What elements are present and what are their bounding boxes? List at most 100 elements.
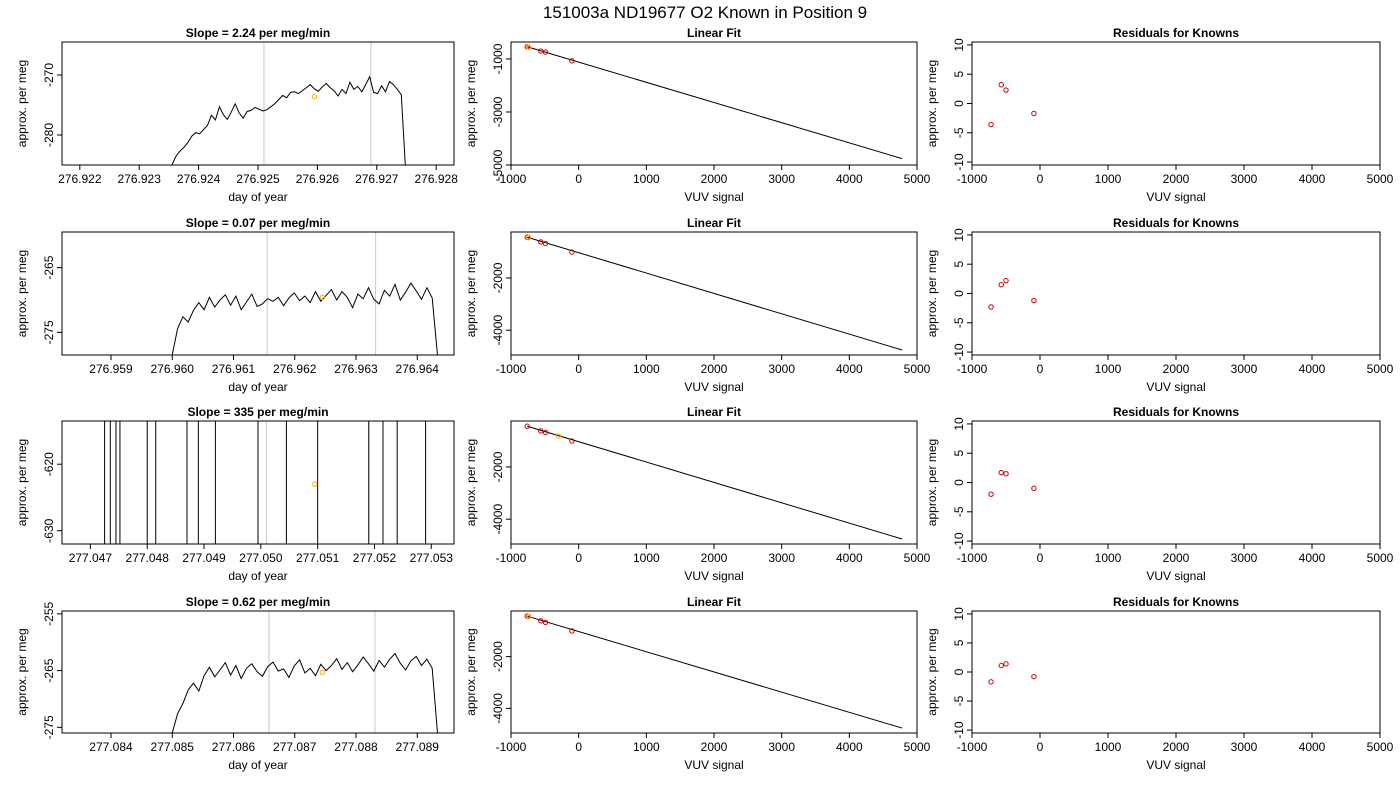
- x-tick-label: -1000: [496, 172, 527, 186]
- x-axis-label: day of year: [228, 569, 287, 583]
- x-tick-label: 2000: [701, 551, 728, 565]
- data-layer: [171, 611, 438, 733]
- residual-point: [998, 469, 1004, 476]
- y-tick-label: -265: [42, 658, 56, 682]
- x-tick-label: 0: [1037, 740, 1044, 754]
- known-point: [542, 619, 549, 626]
- y-tick-label: -10: [952, 153, 966, 171]
- fit-line: [527, 425, 903, 540]
- x-axis-label: VUV signal: [1146, 569, 1205, 583]
- panel-residuals-row2: Residuals for Knowns -1000 0 1000 2000 3000 40…: [925, 216, 1394, 394]
- y-axis-label: approx. per meg: [925, 439, 939, 526]
- x-tick-label: 276.963: [334, 362, 378, 376]
- x-tick-label: 276.964: [396, 362, 440, 376]
- x-tick-label: 1000: [633, 740, 660, 754]
- panel-title: Residuals for Knowns: [1113, 405, 1239, 419]
- y-tick-label: -10: [952, 343, 966, 361]
- data-layer: [524, 423, 903, 540]
- data-layer: [524, 613, 903, 729]
- x-tick-label: 276.927: [355, 172, 399, 186]
- x-tick-label: 277.087: [273, 740, 317, 754]
- x-tick-label: 277.053: [410, 551, 454, 565]
- x-tick-label: 3000: [1231, 551, 1258, 565]
- x-axis-label: VUV signal: [684, 569, 743, 583]
- x-tick-label: 5000: [904, 551, 931, 565]
- y-tick-label: -1000: [491, 43, 505, 74]
- panel-title: Linear Fit: [687, 595, 741, 609]
- x-axis-label: VUV signal: [684, 758, 743, 772]
- y-tick-label: -5: [952, 317, 966, 328]
- x-tick-label: 2000: [1163, 172, 1190, 186]
- data-layer: [988, 469, 1037, 497]
- x-tick-label: 2000: [1163, 551, 1190, 565]
- x-tick-label: 277.088: [334, 740, 378, 754]
- sample-point: [525, 613, 532, 620]
- x-tick-label: 4000: [1299, 551, 1326, 565]
- residual-point: [988, 304, 994, 310]
- x-tick-label: 3000: [1231, 740, 1258, 754]
- panel-linear-fit-row4: Linear Fit -1000 0 1000 2000 3000 4000 5000 VUV …: [464, 595, 931, 772]
- panel-title: Slope = 2.24 per meg/min: [186, 26, 330, 40]
- x-tick-label: 276.961: [212, 362, 256, 376]
- x-tick-label: 0: [575, 551, 582, 565]
- data-layer: [988, 661, 1037, 685]
- x-tick-label: 5000: [904, 172, 931, 186]
- y-tick-label: -4000: [491, 504, 505, 535]
- panel-title: Residuals for Knowns: [1113, 595, 1239, 609]
- x-tick-label: 3000: [768, 362, 795, 376]
- x-tick-label: 0: [575, 740, 582, 754]
- panel-linear-fit-row2: Linear Fit -1000 0 1000 2000 3000 4000 5000 VUV …: [464, 216, 931, 394]
- y-tick-label: -2000: [491, 641, 505, 672]
- x-tick-label: -1000: [496, 740, 527, 754]
- x-tick-label: 277.085: [151, 740, 195, 754]
- x-tick-label: 4000: [836, 172, 863, 186]
- x-axis-label: day of year: [228, 190, 287, 204]
- y-axis-label: approx. per meg: [464, 628, 478, 715]
- y-tick-label: -275: [42, 320, 56, 344]
- x-tick-label: 1000: [1095, 740, 1122, 754]
- x-tick-label: 3000: [768, 551, 795, 565]
- x-tick-label: 0: [1037, 362, 1044, 376]
- known-point: [542, 429, 549, 436]
- y-tick-label: -4000: [491, 315, 505, 346]
- sample-point: [525, 44, 532, 50]
- panel-time-series-row3: Slope = 335 per meg/min 277.047 277.048 277…: [15, 405, 455, 583]
- data-layer: [524, 44, 903, 160]
- residual-point: [1031, 485, 1037, 492]
- y-tick-label: 5: [952, 639, 966, 646]
- y-axis-label: approx. per meg: [464, 60, 478, 147]
- x-tick-label: 4000: [1299, 740, 1326, 754]
- panel-time-series-row2: Slope = 0.07 per meg/min 276.959 276.960 27…: [15, 216, 455, 394]
- plot-frame: [61, 610, 455, 734]
- x-tick-label: 2000: [701, 362, 728, 376]
- panel-title: Linear Fit: [687, 405, 741, 419]
- x-axis-label: VUV signal: [1146, 758, 1205, 772]
- y-tick-label: -620: [42, 452, 56, 476]
- x-tick-label: 276.922: [58, 172, 102, 186]
- residual-point: [1003, 277, 1009, 284]
- residual-point: [1031, 673, 1037, 680]
- x-tick-label: 277.050: [239, 551, 283, 565]
- x-tick-label: 277.084: [89, 740, 133, 754]
- x-tick-label: 276.928: [414, 172, 458, 186]
- residual-point: [998, 82, 1004, 88]
- y-tick-label: 10: [952, 607, 966, 621]
- y-axis-label: approx. per meg: [15, 628, 29, 715]
- residual-point: [988, 121, 994, 128]
- x-tick-label: 276.924: [177, 172, 221, 186]
- data-layer: [988, 277, 1037, 310]
- panel-title: Residuals for Knowns: [1113, 216, 1239, 230]
- panel-residuals-row3: Residuals for Knowns -1000 0 1000 2000 3000 40…: [925, 405, 1394, 583]
- known-point: [569, 628, 575, 634]
- plot-frame: [971, 420, 1381, 545]
- x-tick-label: 5000: [1367, 551, 1394, 565]
- y-axis-label: approx. per meg: [15, 250, 29, 337]
- y-tick-label: 0: [952, 479, 966, 486]
- panel-title: Linear Fit: [687, 216, 741, 230]
- residual-point: [1031, 297, 1037, 304]
- y-tick-label: -2000: [491, 451, 505, 482]
- y-tick-label: 10: [952, 228, 966, 242]
- data-layer: [988, 82, 1037, 128]
- y-tick-label: 0: [952, 668, 966, 675]
